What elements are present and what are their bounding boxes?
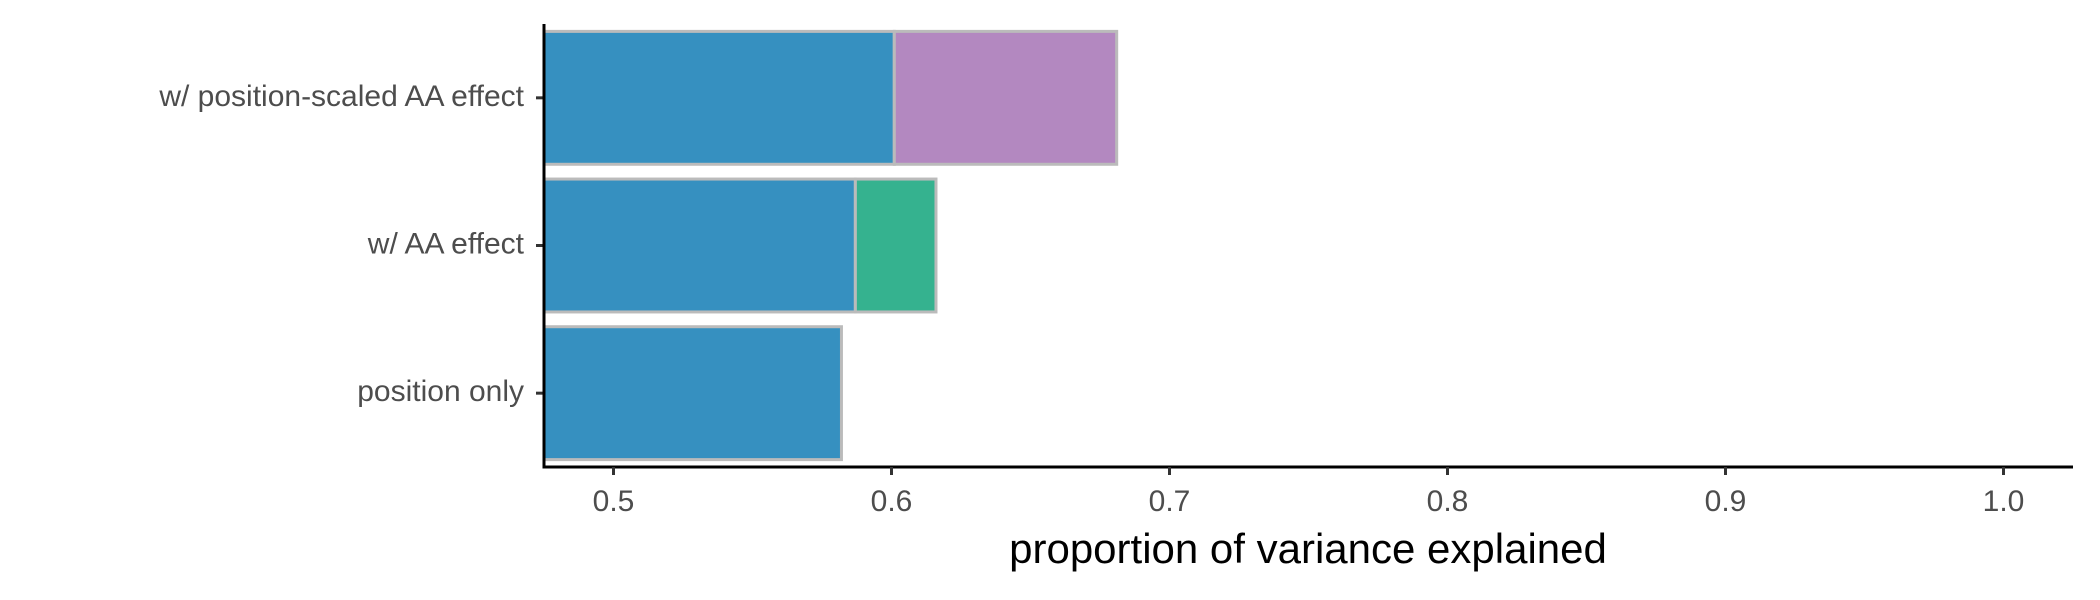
y-tick-label: position only bbox=[357, 375, 524, 408]
bar-segment bbox=[892, 29, 1119, 166]
x-tick-label: 1.0 bbox=[1983, 485, 2025, 518]
bar-segment bbox=[853, 177, 938, 314]
bar-segment bbox=[544, 177, 857, 314]
x-tick-label: 0.7 bbox=[1149, 485, 1191, 518]
bar-area bbox=[544, 29, 1119, 462]
y-tick-label: w/ AA effect bbox=[367, 227, 525, 260]
bar-segment bbox=[544, 325, 843, 462]
x-axis-title: proportion of variance explained bbox=[1009, 525, 1607, 572]
bar-segment bbox=[544, 29, 896, 166]
x-tick-label: 0.8 bbox=[1427, 485, 1469, 518]
x-tick-label: 0.6 bbox=[871, 485, 913, 518]
y-tick-label: w/ position-scaled AA effect bbox=[158, 80, 524, 113]
x-tick-label: 0.5 bbox=[593, 485, 635, 518]
x-tick-label: 0.9 bbox=[1705, 485, 1747, 518]
